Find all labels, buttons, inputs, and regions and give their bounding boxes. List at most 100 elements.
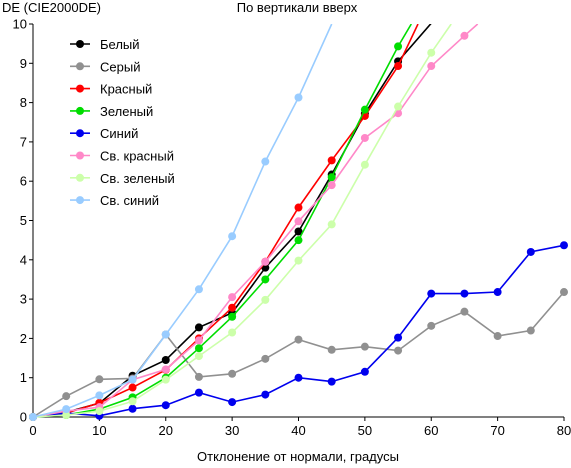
data-point [62,411,71,420]
legend-item: Красный [70,82,152,97]
data-point [460,289,469,298]
x-tick-label: 10 [92,423,106,438]
data-point [493,288,502,297]
data-point [360,367,369,376]
y-tick-label: 9 [20,56,27,71]
data-point [228,369,237,378]
data-point [327,220,336,229]
data-point [194,323,203,332]
legend-item: Белый [70,37,140,52]
data-point [493,332,502,341]
series-line [32,24,412,418]
x-tick-label: 0 [29,423,36,438]
data-point [261,354,270,363]
data-point [194,336,203,345]
data-point [460,307,469,316]
data-point [327,181,336,190]
legend-item: Св. зеленый [70,171,175,186]
data-point [327,377,336,386]
data-point [360,342,369,351]
series-line [32,291,565,418]
data-point [360,133,369,142]
data-point [128,397,137,406]
y-tick-label: 1 [20,370,27,385]
series-layer [29,24,568,421]
data-point [560,288,568,297]
axes: 0 1 2 3 4 5 6 7 8 9 10 0 10 20 30 40 50 60 70 80 [13,17,571,439]
y-tick-label: 10 [13,17,27,32]
data-point [194,352,203,361]
data-point [294,256,303,265]
data-point [261,257,270,266]
x-tick-label: 50 [358,423,372,438]
data-point [128,383,137,392]
legend-item: Синий [70,126,138,141]
data-point [294,227,303,236]
x-axis-label: Отклонение от нормали, градусы [197,449,399,464]
data-point [427,289,436,298]
data-point [95,375,104,384]
data-point [294,373,303,382]
data-point [228,293,237,302]
x-tick-label: 60 [424,423,438,438]
data-point [294,335,303,344]
y-tick-label: 0 [20,410,27,425]
legend-swatch-marker [76,106,84,115]
legend-swatch-marker [76,151,84,160]
series-line [32,24,333,418]
legend-label: Св. красный [100,149,174,164]
y-tick-label: 7 [20,134,27,149]
x-tick-label: 70 [490,423,504,438]
legend-label: Серый [100,59,140,74]
data-point [427,48,436,57]
series-8 [29,24,333,421]
series-2 [29,288,568,421]
y-tick-label: 8 [20,95,27,110]
legend-item: Св. синий [70,193,159,208]
y-tick-label: 6 [20,174,27,189]
series-line [32,24,432,418]
legend-label: Красный [100,82,152,97]
data-point [161,401,170,410]
data-point [128,375,137,384]
legend-item: Зеленый [70,104,153,119]
x-tick-label: 30 [225,423,239,438]
data-point [194,372,203,381]
y-tick-label: 5 [20,213,27,228]
legend-label: Св. синий [100,193,159,208]
data-point [360,160,369,169]
legend-swatch-marker [76,173,84,182]
data-point [427,62,436,71]
data-point [161,365,170,374]
legend-swatch-marker [76,196,84,205]
data-point [194,388,203,397]
series-1 [29,24,432,421]
legend-swatch-marker [76,129,84,138]
legend-label: Белый [100,37,140,52]
legend-swatch-marker [76,62,84,71]
data-point [261,275,270,284]
data-point [526,247,535,256]
data-point [261,157,270,166]
data-point [228,312,237,321]
data-point [460,31,469,40]
data-point [194,344,203,353]
data-point [394,346,403,355]
data-point [95,407,104,416]
data-point [128,404,137,413]
data-point [29,413,37,421]
y-tick-label: 3 [20,292,27,307]
data-point [194,285,203,294]
data-point [560,241,568,250]
data-point [327,345,336,354]
data-point [394,102,403,111]
series-3 [29,24,419,421]
data-point [394,62,403,71]
data-point [294,93,303,102]
y-axis-label: DE (CIE2000DE) [2,0,101,15]
series-6 [29,24,479,421]
data-point [394,42,403,51]
data-point [62,392,71,401]
data-point [327,156,336,165]
data-point [294,217,303,226]
